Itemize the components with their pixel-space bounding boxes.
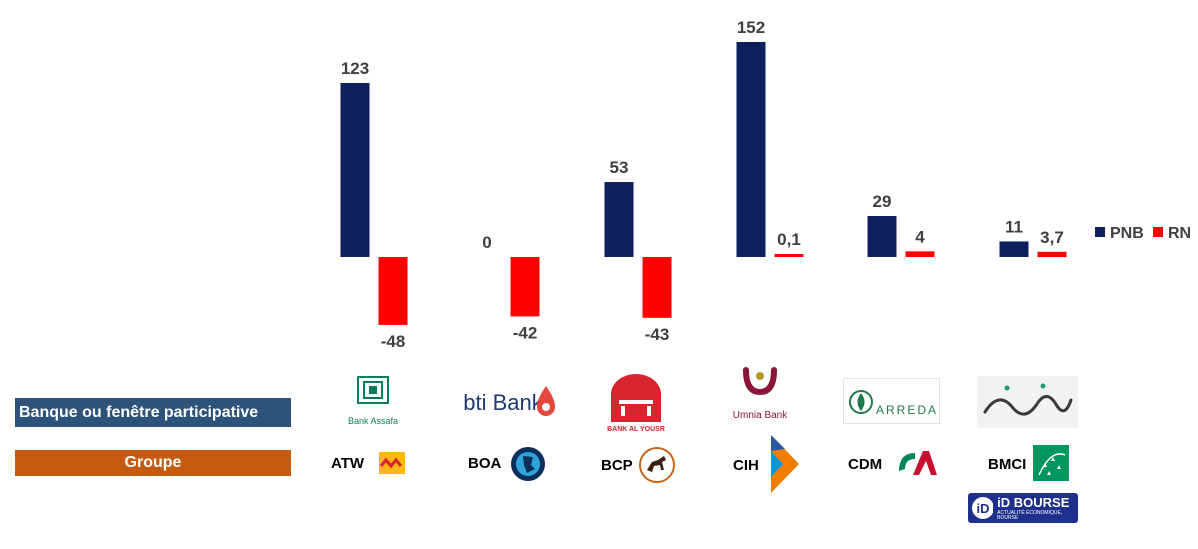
arreda-name: ARREDA [876,403,939,417]
label-rn-bmci: 3,7 [1040,228,1064,247]
label-rn-bcp: -43 [645,325,670,344]
al-yousr-arch-icon [611,374,661,422]
bar-pnb-atw [340,83,370,257]
group-name-atw: ATW [331,455,365,472]
umnia-u-icon [743,367,777,396]
group-name-cdm: CDM [848,456,883,473]
bar-rn-bcp [642,257,672,318]
bar-pnb-bcp [604,182,634,257]
bank-assafa-logo: Bank Assafa [340,375,406,431]
attijariwafa-icon [379,452,405,474]
group-row-label: Groupe [15,450,291,476]
bti-drop-icon [537,386,555,416]
group-name-bcp: BCP [601,457,633,474]
group-name-bmci: BMCI [988,456,1027,473]
label-pnb-atw: 123 [341,59,369,78]
bar-pnb-bmci [999,241,1029,257]
label-pnb-cdm: 29 [873,192,892,211]
credit-agricole-icon [893,445,941,483]
umnia-bank-logo: Umnia Bank [727,366,793,426]
bank-assafa-icon [357,376,389,404]
najmah-logo [977,376,1078,428]
label-pnb-boa: 0 [482,233,491,252]
arreda-leaf-icon [849,390,873,414]
arreda-logo: ARREDA [843,378,940,424]
bar-rn-cih [774,254,804,257]
chart-value-labels: 123 0 53 152 29 11 -48 -42 -43 0,1 4 3,7 [341,18,1064,351]
bar-pnb-cih [736,42,766,257]
label-rn-boa: -42 [513,323,538,342]
najmah-calligraphy-icon [983,383,1073,416]
cih-arrow-icon [771,435,799,493]
bnp-paribas-icon [1033,445,1069,481]
bar-rn-cdm [905,251,935,257]
label-pnb-bmci: 11 [1005,217,1023,236]
label-rn-cih: 0,1 [777,230,801,249]
bar-rn-boa [510,257,540,317]
legend-label-pnb: PNB [1110,225,1144,242]
bank-of-africa-icon [511,447,545,481]
bar-rn-atw [378,257,408,325]
bank-row-label: Banque ou fenêtre participative [15,398,291,427]
id-bourse-tagline: ACTUALITÉ ÉCONOMIQUE, BOURSE [997,509,1063,521]
chart-legend: PNB RN [1095,225,1191,242]
banque-populaire-horse-icon [639,447,675,483]
umnia-bank-name: Umnia Bank [732,410,788,421]
id-bourse-watermark: iD iD BOURSE ACTUALITÉ ÉCONOMIQUE, BOURS… [968,493,1078,523]
label-pnb-bcp: 53 [610,158,629,177]
bank-al-yousr-logo: BANK AL YOUSR [607,372,665,436]
bti-bank-logo: bti Bank [459,378,561,428]
bank-al-yousr-name: BANK AL YOUSR [607,426,665,433]
label-rn-atw: -48 [381,332,406,351]
label-rn-cdm: 4 [915,227,925,246]
legend-label-rn: RN [1168,225,1191,242]
bar-rn-bmci [1037,251,1067,257]
legend-swatch-rn [1153,227,1163,237]
legend-swatch-pnb [1095,227,1105,237]
group-name-cih: CIH [733,457,759,474]
bar-pnb-cdm [867,215,897,257]
id-bourse-text: iD BOURSE [997,494,1070,510]
group-name-boa: BOA [468,455,502,472]
bank-assafa-name: Bank Assafa [347,416,399,426]
chart-bars [340,42,1067,325]
svg-text:iD: iD [977,501,990,516]
bti-bank-name: bti Bank [463,390,543,415]
label-pnb-cih: 152 [737,18,765,37]
id-bourse-icon: iD [972,497,994,519]
